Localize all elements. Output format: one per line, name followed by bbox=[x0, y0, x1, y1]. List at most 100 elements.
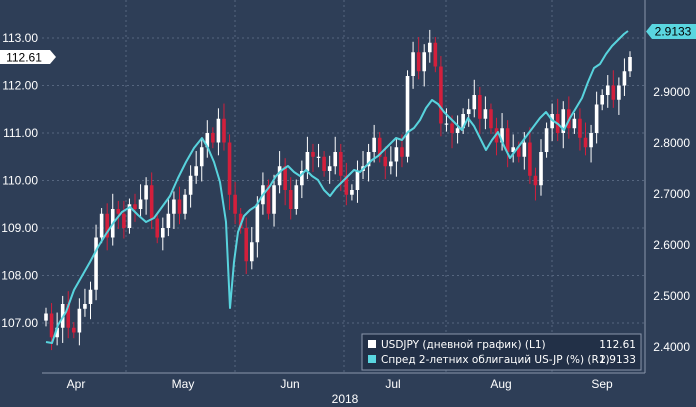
last-value-left-text: 112.61 bbox=[6, 51, 42, 65]
candle-body-93 bbox=[561, 109, 566, 133]
candle-body-26 bbox=[188, 175, 193, 195]
candle-body-14 bbox=[122, 213, 126, 228]
candle-body-71 bbox=[439, 66, 443, 124]
candle-body-68 bbox=[422, 52, 427, 72]
candle-body-45 bbox=[294, 185, 299, 209]
candle-body-67 bbox=[416, 52, 421, 72]
candle-body-97 bbox=[583, 137, 588, 148]
right-tick-label-0: 2.4000 bbox=[653, 340, 690, 354]
x-tick-label-jun: Jun bbox=[280, 377, 299, 391]
candle-body-16 bbox=[133, 204, 137, 209]
candle-body-58 bbox=[366, 152, 371, 167]
candle-body-60 bbox=[377, 137, 382, 157]
candle-body-79 bbox=[483, 109, 488, 119]
candle-body-59 bbox=[372, 137, 376, 152]
x-tick-label-apr: Apr bbox=[67, 377, 86, 391]
candle-body-66 bbox=[411, 52, 415, 76]
candle-body-56 bbox=[355, 171, 360, 190]
candle-body-64 bbox=[400, 147, 404, 157]
candle-body-0 bbox=[44, 313, 48, 321]
legend-box bbox=[361, 333, 642, 371]
right-tick-label-4: 2.8000 bbox=[653, 136, 690, 150]
candle-body-50 bbox=[322, 156, 326, 171]
candle-body-9 bbox=[94, 237, 98, 290]
legend-value-usdjpy: 112.61 bbox=[599, 339, 636, 351]
legend: USDJPY (дневной график) (L1) 112.61 Спре… bbox=[361, 333, 642, 371]
candle-body-35 bbox=[238, 213, 243, 228]
candle-body-43 bbox=[283, 166, 287, 190]
candle-body-82 bbox=[500, 128, 504, 143]
usdjpy-candles bbox=[44, 29, 632, 351]
candle-body-37 bbox=[249, 242, 254, 262]
candle-body-87 bbox=[528, 142, 532, 176]
candle-body-95 bbox=[572, 118, 577, 129]
candle-body-78 bbox=[478, 95, 482, 119]
candle-body-30 bbox=[211, 133, 215, 143]
candle-body-46 bbox=[300, 171, 304, 186]
candle-body-53 bbox=[338, 152, 343, 176]
x-tick-label-may: May bbox=[172, 377, 195, 391]
candle-body-83 bbox=[505, 128, 510, 152]
candle-body-90 bbox=[544, 128, 549, 152]
last-value-right-badge: 2.9133 bbox=[646, 24, 696, 39]
candle-body-103 bbox=[617, 85, 621, 100]
candle-body-61 bbox=[383, 156, 388, 167]
candle-body-36 bbox=[244, 228, 249, 262]
left-tick-label-3: 110.00 bbox=[2, 174, 38, 188]
candle-body-100 bbox=[600, 95, 604, 105]
candle-body-102 bbox=[611, 85, 616, 100]
candle-body-49 bbox=[316, 156, 321, 158]
candle-body-13 bbox=[116, 209, 121, 214]
left-tick-label-0: 107.00 bbox=[1, 316, 38, 330]
right-tick-label-5: 2.9000 bbox=[653, 85, 690, 99]
candle-body-10 bbox=[99, 213, 104, 238]
candle-body-86 bbox=[522, 142, 527, 157]
candle-body-17 bbox=[138, 199, 143, 209]
candle-body-104 bbox=[622, 71, 627, 86]
year-label: 2018 bbox=[332, 392, 359, 406]
candle-body-88 bbox=[533, 175, 538, 186]
candle-body-99 bbox=[594, 104, 599, 133]
candle-body-21 bbox=[161, 228, 165, 238]
candle-body-62 bbox=[389, 161, 393, 167]
candle-body-65 bbox=[405, 76, 410, 157]
legend-swatch-usdjpy bbox=[368, 340, 376, 348]
right-axis-panel bbox=[644, 0, 696, 373]
legend-swatch-spread bbox=[368, 355, 376, 363]
x-axis-ticks: Apr May Jun Jul Aug Sep bbox=[67, 377, 613, 391]
candle-body-41 bbox=[272, 185, 276, 214]
candle-body-44 bbox=[288, 190, 293, 209]
candle-body-42 bbox=[277, 166, 282, 186]
candle-body-54 bbox=[344, 175, 349, 195]
candle-body-70 bbox=[433, 42, 438, 67]
candle-body-63 bbox=[394, 147, 399, 162]
candle-body-48 bbox=[311, 152, 315, 157]
candle-body-11 bbox=[105, 213, 109, 238]
last-value-right-shape bbox=[646, 24, 696, 39]
candle-body-98 bbox=[589, 133, 593, 148]
x-tick-label-aug: Aug bbox=[490, 377, 511, 391]
left-tick-label-6: 113.00 bbox=[2, 31, 38, 45]
candle-body-75 bbox=[461, 114, 465, 129]
candle-body-51 bbox=[327, 166, 332, 171]
candle-body-85 bbox=[516, 147, 521, 157]
candle-body-76 bbox=[466, 109, 471, 114]
candle-body-77 bbox=[472, 95, 477, 110]
right-axis-background bbox=[645, 0, 696, 373]
candle-body-18 bbox=[144, 185, 148, 200]
candle-body-72 bbox=[444, 123, 449, 125]
candle-body-15 bbox=[127, 204, 132, 228]
legend-label-usdjpy: USDJPY (дневной график) (L1) bbox=[381, 339, 546, 351]
candle-body-69 bbox=[427, 42, 432, 53]
candle-body-24 bbox=[177, 199, 182, 214]
x-axis: Apr May Jun Jul Aug Sep 2018 bbox=[0, 372, 696, 407]
candle-body-31 bbox=[216, 118, 221, 143]
left-tick-label-2: 109.00 bbox=[1, 221, 38, 235]
candle-body-1 bbox=[49, 313, 54, 338]
candle-body-73 bbox=[450, 123, 454, 133]
candle-body-40 bbox=[266, 185, 271, 214]
right-tick-label-1: 2.5000 bbox=[653, 289, 690, 303]
candle-body-101 bbox=[605, 85, 610, 95]
candle-body-25 bbox=[183, 194, 187, 214]
right-tick-label-3: 2.7000 bbox=[653, 187, 690, 201]
